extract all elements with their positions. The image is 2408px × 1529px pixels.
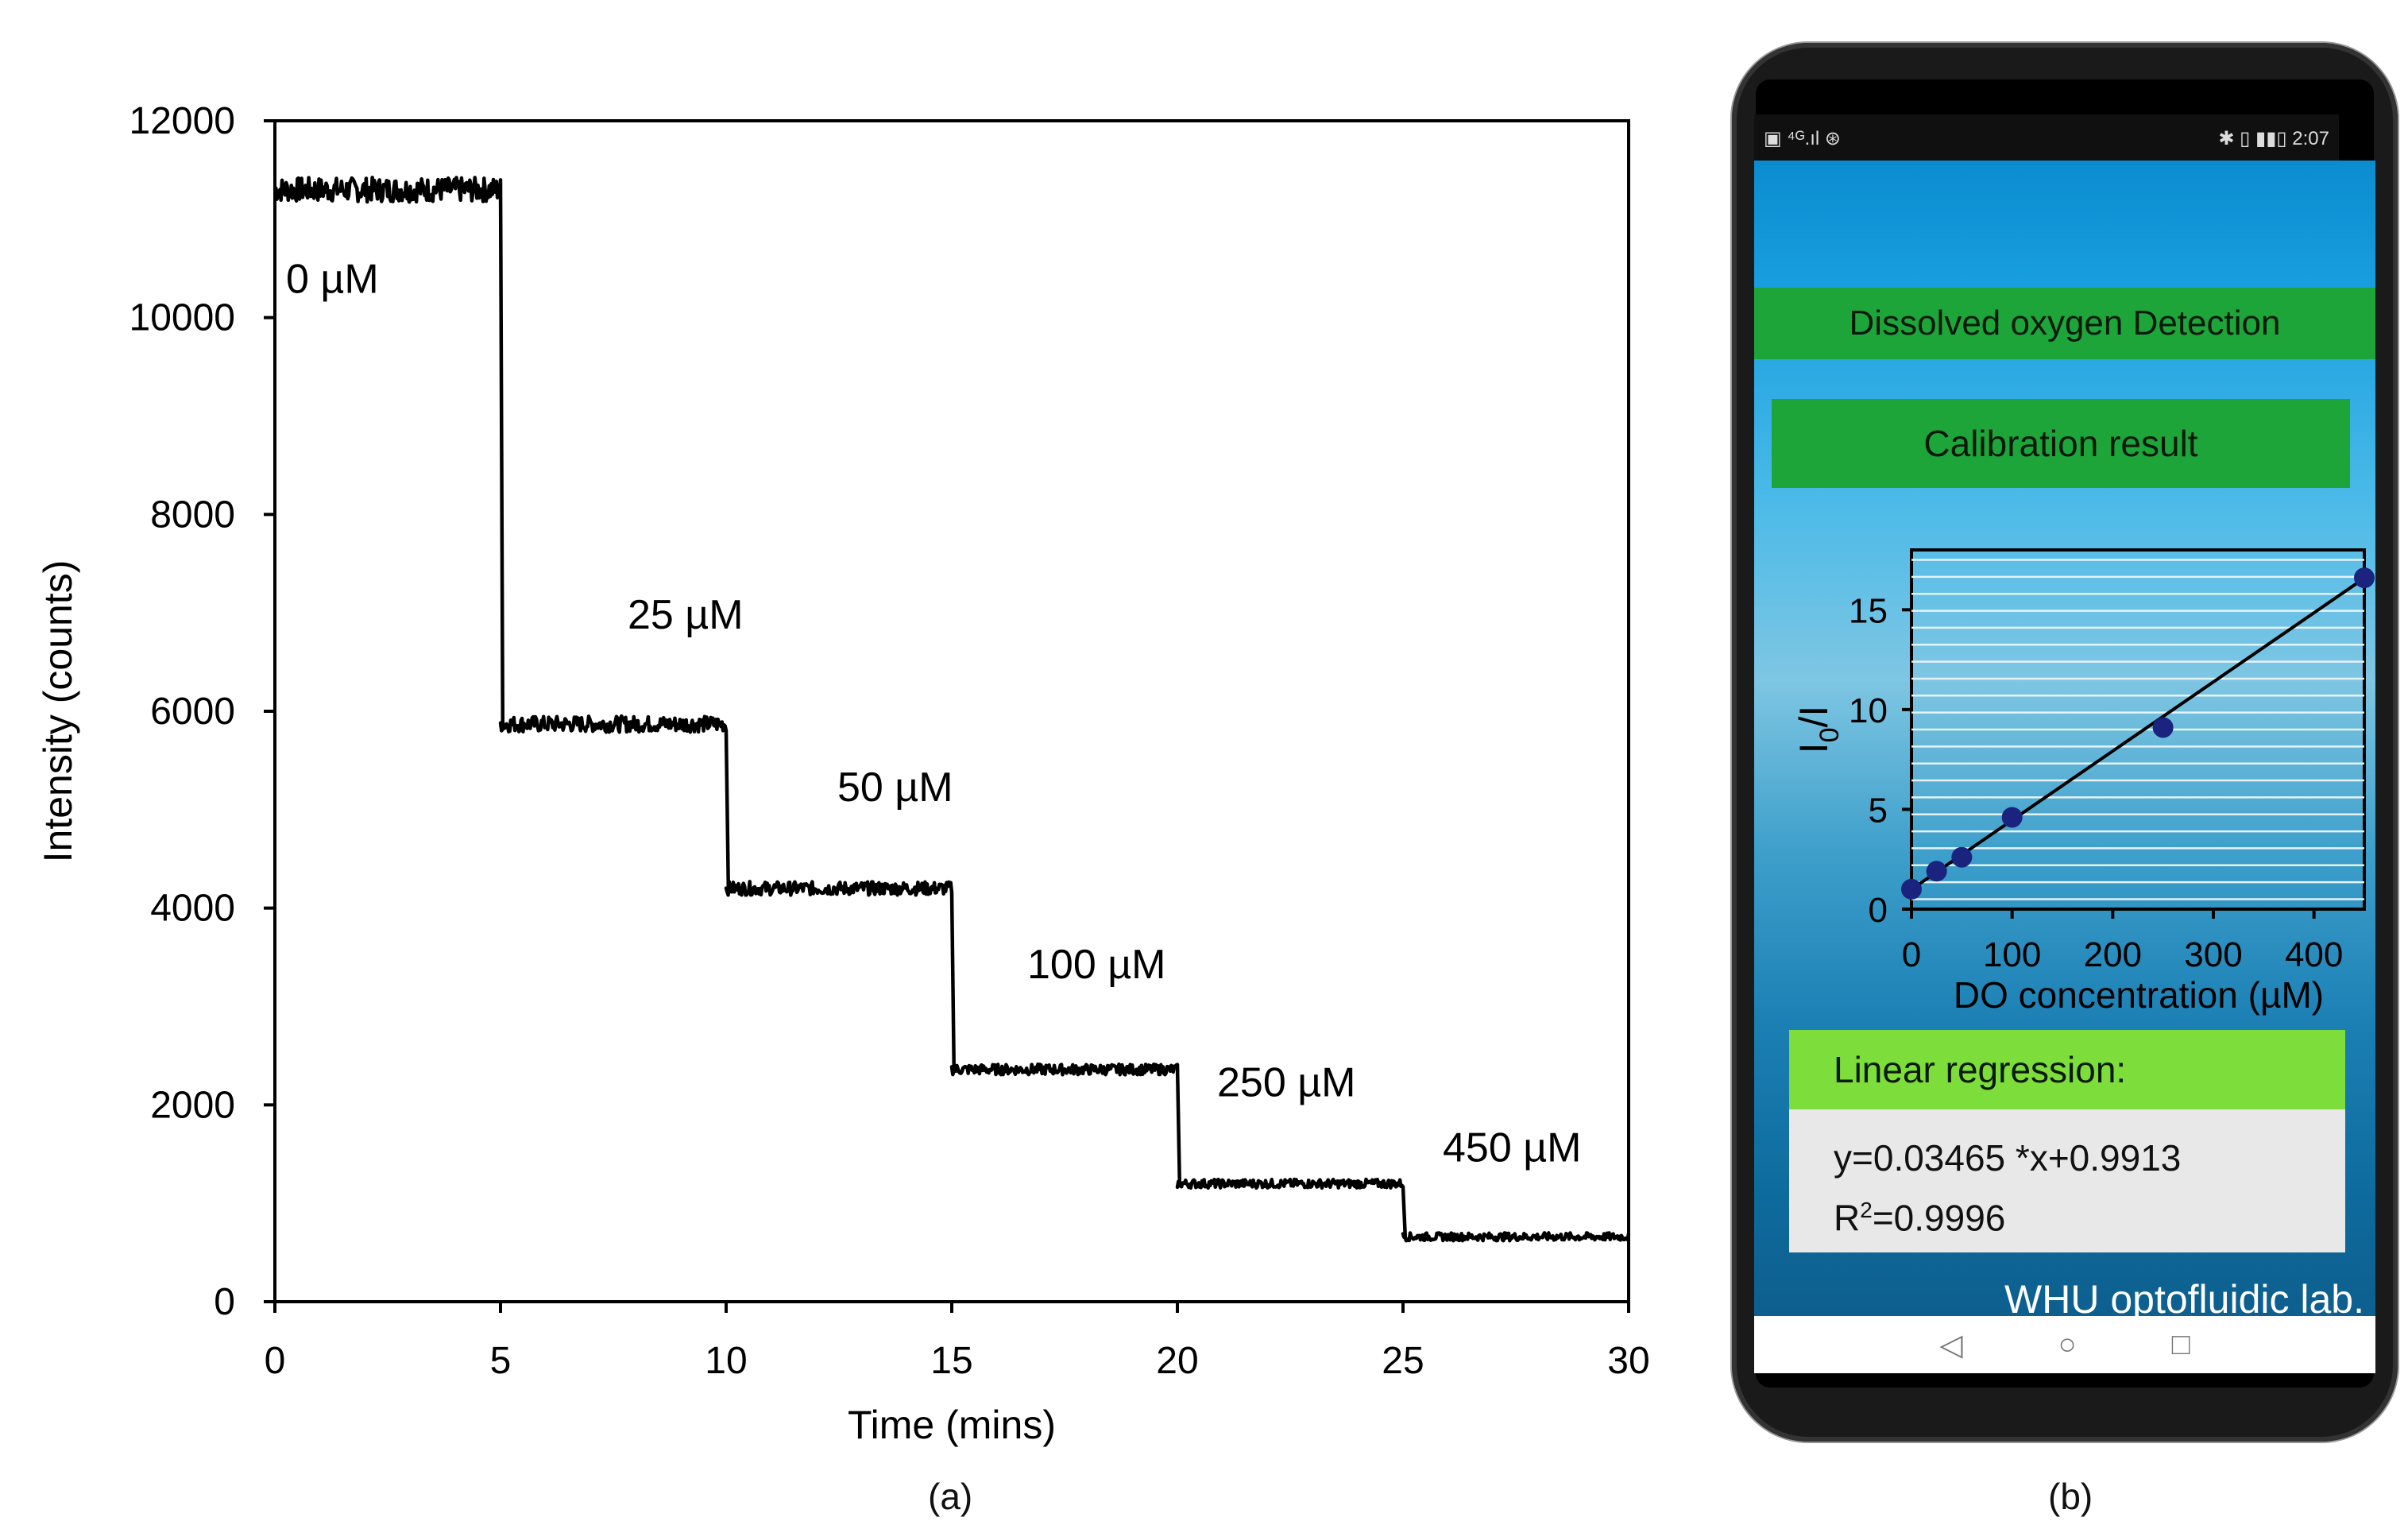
caption-a: (a) [928, 1476, 973, 1517]
x-tick-label: 5 [490, 1340, 512, 1382]
x-tick-label: 30 [1607, 1340, 1649, 1382]
plot-frame [273, 119, 1630, 1303]
y-axis-label: Intensity (counts) [36, 560, 80, 863]
calibration-point [2152, 717, 2174, 738]
calibration-x-tick-label: 100 [1983, 935, 2041, 974]
intensity-step-chart: 0 2000 4000 6000 8000 10000 12000 0 5 10 15 20 25 30… [36, 100, 1650, 1447]
calibration-point [1951, 846, 1973, 868]
calibration-point [1901, 878, 1922, 900]
calibration-result-button[interactable]: Calibration result [1772, 399, 2350, 488]
concentration-label: 450 µM [1443, 1124, 1581, 1171]
status-bar: ▣ ⁴ᴳ.ıl ⊛ ✱ ▯ ▮▮▯ 2:07 [1754, 114, 2339, 162]
y-tick-label: 10000 [129, 297, 235, 339]
concentration-labels: 0 µM 25 µM 50 µM 100 µM 250 µM 450 µM [286, 257, 1581, 1171]
x-tick-label: 10 [705, 1340, 747, 1382]
calibration-x-tick-label: 0 [1902, 935, 1921, 974]
calibration-y-ticks: 0 5 10 15 [1849, 591, 1911, 930]
status-left-icons: ▣ ⁴ᴳ.ıl ⊛ [1764, 127, 1842, 149]
regression-equation: y=0.03465 *x+0.9913 [1834, 1137, 2182, 1179]
smartphone-mockup: ▣ ⁴ᴳ.ıl ⊛ ✱ ▯ ▮▮▯ 2:07 Dissolved oxygen … [1732, 43, 2398, 1442]
x-tick-label: 0 [265, 1340, 286, 1382]
x-tick-label: 20 [1156, 1340, 1198, 1382]
y-tick-label: 6000 [150, 691, 235, 733]
calibration-y-axis-label: I0/I [1792, 706, 1845, 754]
concentration-label: 0 µM [286, 257, 379, 303]
linear-regression-header: Linear regression: [1789, 1030, 2345, 1109]
calibration-point [2001, 807, 2023, 828]
y-tick-label: 4000 [150, 888, 235, 930]
calibration-gridlines [1911, 559, 2364, 900]
concentration-label: 25 µM [628, 592, 744, 638]
calibration-y-tick-label: 5 [1869, 791, 1888, 830]
calibration-point [1926, 861, 1947, 882]
calibration-point [2354, 567, 2375, 589]
regression-result: y=0.03465 *x+0.9913 R2=0.9996 [1789, 1109, 2345, 1252]
calibration-plot: 0 5 10 15 0 100 200 300 400 I0/I DO concentrati… [1792, 548, 2375, 1016]
calibration-x-axis-label: DO concentration (µM) [1954, 974, 2324, 1016]
app-content: Dissolved oxygen Detection Calibration r… [1754, 161, 2375, 1316]
x-tick-label: 25 [1382, 1340, 1424, 1382]
y-tick-label: 12000 [129, 100, 235, 142]
calibration-points [1901, 567, 2375, 900]
lab-label: WHU optofluidic lab. [2004, 1277, 2364, 1316]
r-squared-value: R2=0.9996 [1834, 1197, 2006, 1239]
app-title: Dissolved oxygen Detection [1754, 288, 2375, 359]
calibration-y-tick-label: 10 [1849, 691, 1888, 730]
calibration-x-ticks: 0 100 200 300 400 [1902, 909, 2343, 974]
x-axis-label: Time (mins) [848, 1403, 1056, 1447]
y-tick-label: 2000 [150, 1084, 235, 1126]
caption-b: (b) [2048, 1476, 2093, 1517]
back-icon[interactable]: ◁ [1939, 1328, 1963, 1362]
concentration-label: 100 µM [1027, 942, 1165, 988]
home-icon[interactable]: ○ [2058, 1327, 2077, 1361]
intensity-trace [273, 176, 1631, 1243]
y-tick-label: 0 [214, 1281, 235, 1323]
regression-fit-line [1910, 576, 2366, 891]
calibration-y-tick-label: 15 [1849, 591, 1888, 630]
x-axis-ticks: 0 5 10 15 20 25 30 [265, 1302, 1650, 1382]
concentration-label: 50 µM [837, 764, 953, 811]
y-axis-ticks: 0 2000 4000 6000 8000 10000 12000 [129, 100, 275, 1323]
x-tick-label: 15 [930, 1340, 972, 1382]
calibration-y-tick-label: 0 [1869, 891, 1888, 930]
calibration-x-tick-label: 300 [2184, 935, 2242, 974]
status-right-icons: ✱ ▯ ▮▮▯ 2:07 [2218, 127, 2329, 149]
y-tick-label: 8000 [150, 494, 235, 536]
calibration-x-tick-label: 400 [2285, 935, 2343, 974]
recent-apps-icon[interactable]: □ [2171, 1327, 2190, 1361]
concentration-label: 250 µM [1217, 1059, 1355, 1105]
navigation-bar: ◁ ○ □ [1754, 1316, 2375, 1373]
calibration-x-tick-label: 200 [2084, 935, 2142, 974]
